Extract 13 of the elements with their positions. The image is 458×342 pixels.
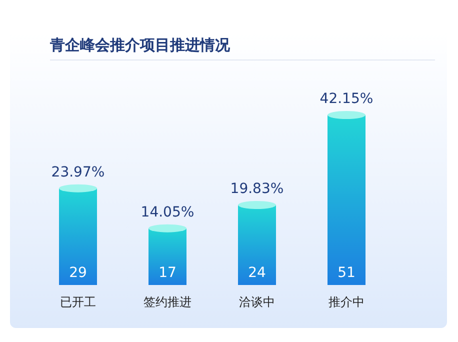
x-tick-label: 已开工 <box>60 295 96 309</box>
x-tick-label: 洽谈中 <box>239 295 275 309</box>
annotation: 23.97% <box>51 164 105 180</box>
annotation: 19.83% <box>230 181 284 197</box>
data-label: 17 <box>158 265 176 281</box>
x-tick-label: 签约推进 <box>144 295 192 309</box>
data-label: 24 <box>248 265 266 281</box>
annotation: 14.05% <box>140 204 194 220</box>
data-label: 29 <box>69 265 87 281</box>
x-tick-label: 推介中 <box>328 295 364 309</box>
data-label: 51 <box>338 265 356 281</box>
chart-title: 青企峰会推介项目推进情况 <box>49 36 231 54</box>
annotation: 42.15% <box>320 91 374 107</box>
